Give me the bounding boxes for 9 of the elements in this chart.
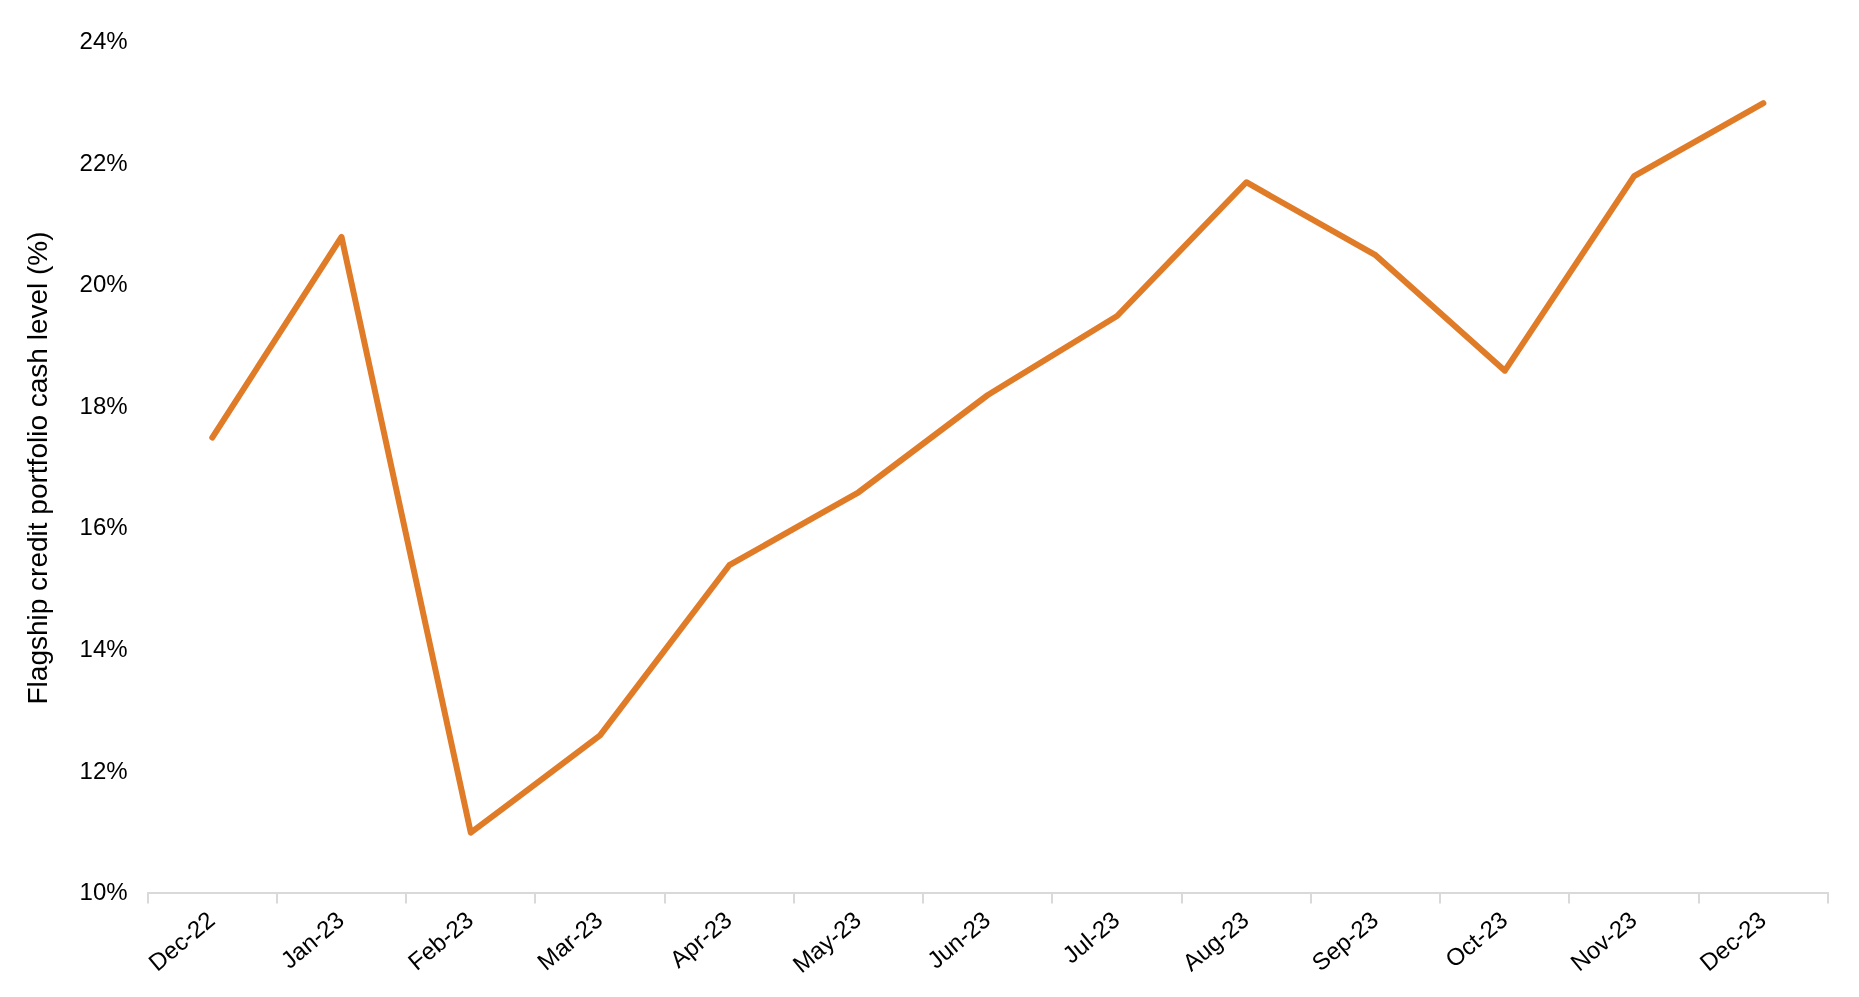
y-tick-label: 20% (79, 270, 128, 298)
y-tick-label: 18% (79, 391, 128, 419)
y-tick-label: 16% (79, 513, 128, 541)
y-axis-title: Flagship credit portfolio cash level (%) (21, 231, 53, 705)
y-tick-label: 10% (79, 878, 128, 906)
y-tick-label: 24% (79, 27, 128, 55)
y-tick-label: 12% (79, 756, 128, 784)
y-tick-label: 22% (79, 148, 128, 176)
y-tick-label: 14% (79, 634, 128, 662)
